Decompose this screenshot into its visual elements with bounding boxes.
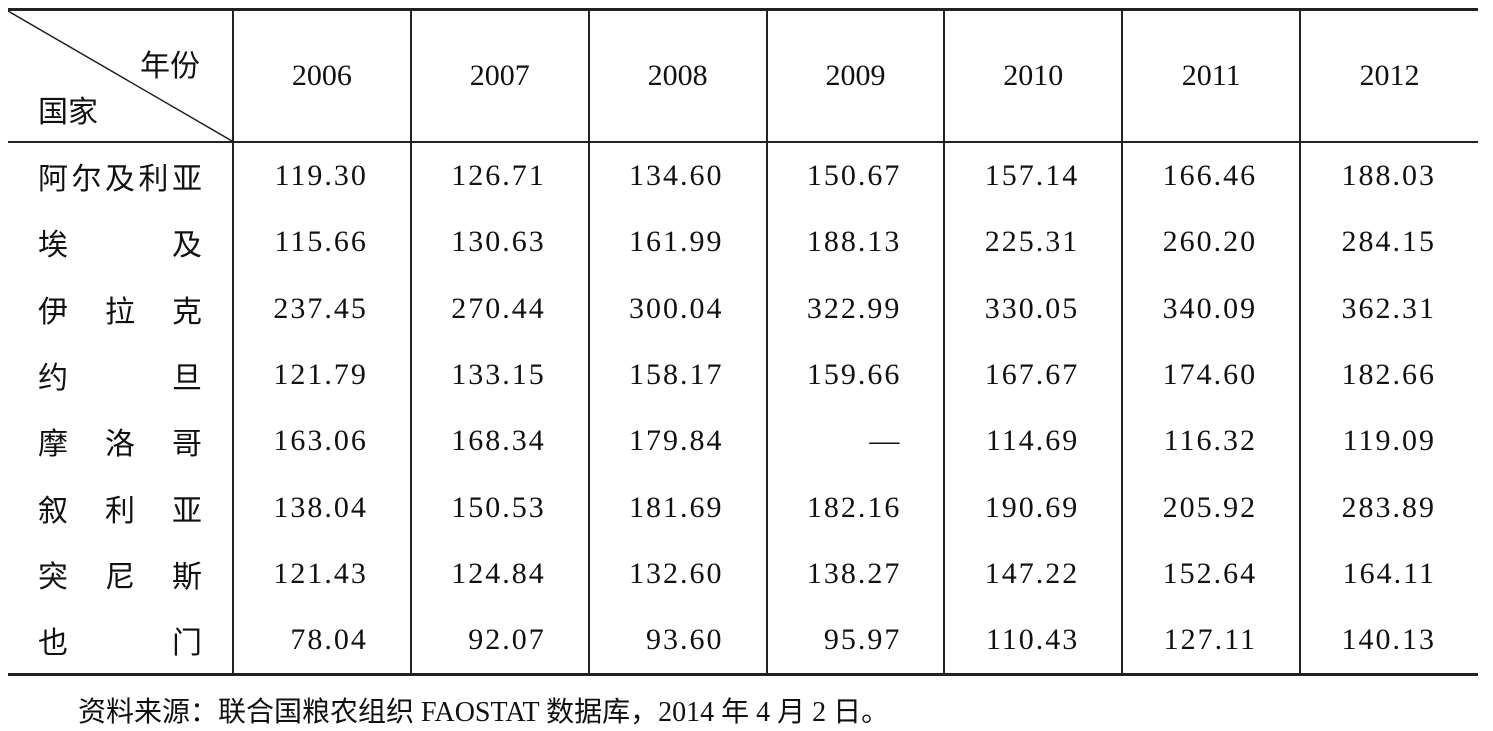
column-header: 年份 [140,50,200,83]
value-cell: 205.92 [1121,474,1301,541]
value-cell: 116.32 [1121,408,1301,475]
source-note: 资料来源：联合国粮农组织 FAOSTAT 数据库，2014 年 4 月 2 日。 [78,697,890,728]
value-cell: 159.66 [765,341,945,409]
value-cell: 140.13 [1299,607,1478,675]
table-row: 叙利亚 138.04 150.53 181.69 182.16 190.69 205.92 2… [8,474,1478,541]
value-cell: 132.60 [587,540,767,608]
value-cell: 95.97 [765,607,945,675]
table-row: 也门 78.04 92.07 93.60 95.97 110.43 127.11 140.13 [8,607,1478,675]
country-cell: 摩洛哥 [38,428,202,462]
value-cell: 188.03 [1299,142,1478,210]
value-cell: 168.34 [409,408,589,475]
value-cell: 167.67 [943,341,1123,409]
value-cell: 152.64 [1121,540,1301,608]
value-cell: 163.06 [232,408,411,475]
value-cell: 166.46 [1121,142,1301,210]
value-cell: 119.09 [1299,408,1478,475]
data-table: 年份 国家 2006 2007 2008 2009 2010 2011 2012 阿尔及利亚… [8,8,1478,677]
value-cell: 182.66 [1299,341,1478,409]
value-cell: 78.04 [232,607,411,675]
table-row: 阿尔及利亚 119.30 126.71 134.60 150.67 157.14 166.4… [8,142,1478,210]
table-row: 突尼斯 121.43 124.84 132.60 138.27 147.22 152.64 1… [8,540,1478,608]
value-cell: 138.27 [765,540,945,608]
value-cell: 179.84 [587,408,767,475]
value-cell: 237.45 [232,275,411,342]
country-cell: 叙利亚 [38,494,202,528]
value-cell: 225.31 [943,209,1123,276]
value-cell: 110.43 [943,607,1123,675]
value-cell: 119.30 [232,142,411,210]
value-cell: 161.99 [587,209,767,276]
year-header: 2006 [232,9,411,143]
value-cell: — [765,408,945,475]
value-cell: 158.17 [587,341,767,409]
value-cell: 134.60 [587,142,767,210]
value-cell: 130.63 [409,209,589,276]
value-cell: 121.43 [232,540,411,608]
value-cell: 260.20 [1121,209,1301,276]
year-header: 2009 [765,9,945,143]
value-cell: 300.04 [587,275,767,342]
value-cell: 188.13 [765,209,945,276]
value-cell: 114.69 [943,408,1123,475]
table-row: 摩洛哥 163.06 168.34 179.84—114.69 116.32 119.09 [8,408,1478,475]
value-cell: 182.16 [765,474,945,541]
value-cell: 322.99 [765,275,945,342]
value-cell: 138.04 [232,474,411,541]
year-header: 2010 [943,9,1123,143]
diagonal [8,11,232,141]
value-cell: 150.67 [765,142,945,210]
table-row: 伊拉克 237.45 270.44 300.04 322.99 330.05 340.09 3… [8,275,1478,342]
value-cell: 330.05 [943,275,1123,342]
value-cell: 270.44 [409,275,589,342]
country-cell: 埃及 [38,229,202,263]
value-cell: 190.69 [943,474,1123,541]
year-header: 2008 [587,9,767,143]
value-cell: 115.66 [232,209,411,276]
value-cell: 92.07 [409,607,589,675]
country-cell: 突尼斯 [38,560,202,594]
table-body: 阿尔及利亚 119.30 126.71 134.60 150.67 157.14 166.4… [8,142,1478,675]
country-cell: 约旦 [38,362,202,396]
country-cell: 也门 [38,627,202,661]
value-cell: 340.09 [1121,275,1301,342]
table-row: 埃及 115.66 130.63 161.99 188.13 225.31 260.20 28… [8,209,1478,276]
value-cell: 147.22 [943,540,1123,608]
value-cell: 93.60 [587,607,767,675]
country-cell: 伊拉克 [38,295,202,329]
value-cell: 127.11 [1121,607,1301,675]
value-cell: 164.11 [1299,540,1478,608]
table-row: 约旦 121.79 133.15 158.17 159.66 167.67 174.60 18… [8,341,1478,409]
value-cell: 121.79 [232,341,411,409]
year-header: 2007 [409,9,589,143]
value-cell: 133.15 [409,341,589,409]
value-cell: 181.69 [587,474,767,541]
row-header: 国家 [38,96,98,129]
value-cell: 124.84 [409,540,589,608]
value-cell: 150.53 [409,474,589,541]
year-header: 2011 [1121,9,1301,143]
value-cell: 362.31 [1299,275,1478,342]
header-row: 年份 国家 2006 2007 2008 2009 2010 2011 2012 [8,9,1478,143]
country-cell: 阿尔及利亚 [38,163,202,197]
value-cell: 284.15 [1299,209,1478,276]
value-cell: 174.60 [1121,341,1301,409]
value-cell: 126.71 [409,142,589,210]
year-header: 2012 [1299,9,1478,143]
value-cell: 283.89 [1299,474,1478,541]
corner-cell: 年份 国家 [8,9,233,143]
value-cell: 157.14 [943,142,1123,210]
